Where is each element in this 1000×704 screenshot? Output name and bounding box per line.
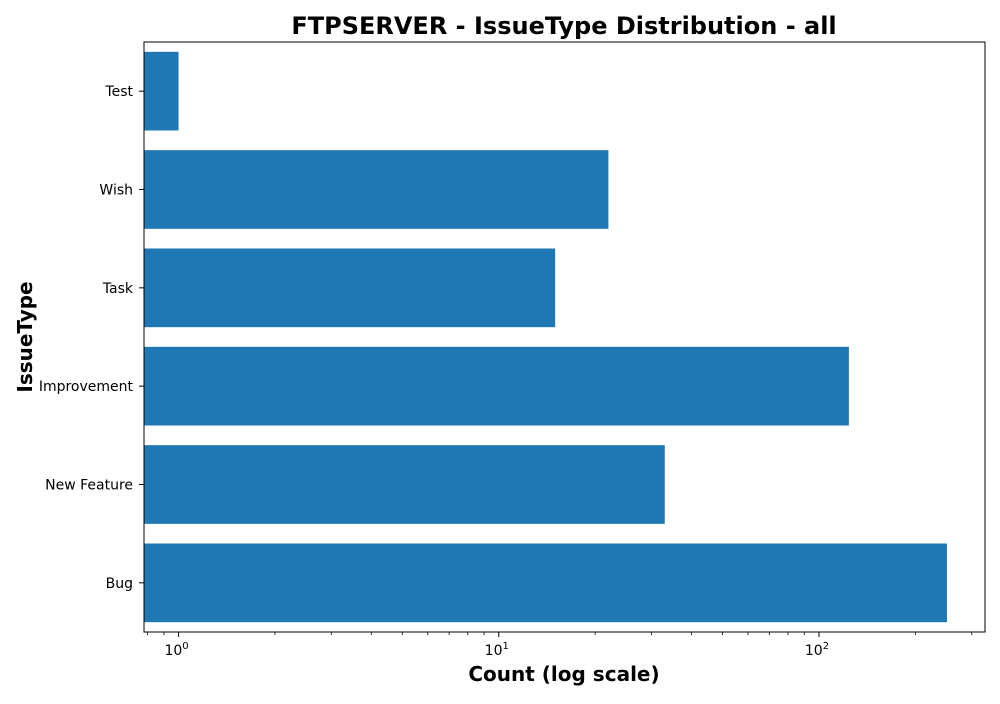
y-axis-label: IssueType	[13, 281, 37, 392]
x-tick-base: 10	[805, 643, 823, 659]
bar-test	[144, 51, 179, 131]
bar-bug	[144, 543, 947, 623]
y-tick-label-test: Test	[104, 84, 133, 100]
bar-task	[144, 248, 556, 328]
y-tick-label-wish: Wish	[99, 183, 133, 199]
bars-layer	[144, 51, 947, 623]
y-tick-label-bug: Bug	[106, 576, 133, 592]
x-tick-exponent: 0	[182, 641, 188, 652]
x-axis-label: Count (log scale)	[468, 662, 659, 686]
y-tick-label-new-feature: New Feature	[45, 478, 133, 494]
bar-new-feature	[144, 445, 665, 524]
x-tick-exponent: 1	[502, 641, 508, 652]
bar-wish	[144, 150, 609, 229]
x-tick-label: 101	[485, 641, 509, 659]
y-tick-label-improvement: Improvement	[39, 379, 134, 395]
y-tick-label-task: Task	[102, 281, 134, 297]
plot-frame	[143, 41, 986, 633]
x-tick-base: 10	[485, 643, 503, 659]
x-tick-exponent: 2	[823, 641, 829, 652]
bar-improvement	[144, 346, 849, 426]
x-tick-base: 10	[164, 643, 182, 659]
y-axis-ticks: Test Wish Task Improvement New Feature Bug	[39, 84, 144, 592]
x-axis-ticks: 100 101 102	[147, 632, 973, 659]
x-tick-label: 102	[805, 641, 829, 659]
chart-title: FTPSERVER - IssueType Distribution - all	[291, 12, 836, 40]
x-tick-label: 100	[164, 641, 188, 659]
